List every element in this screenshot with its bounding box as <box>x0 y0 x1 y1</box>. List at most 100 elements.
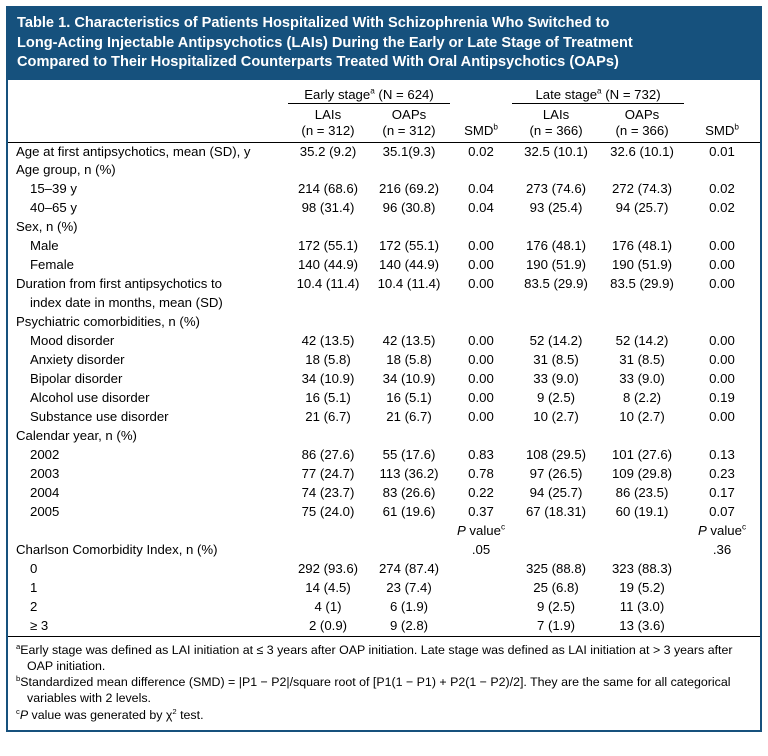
row-label: Age group, n (%) <box>16 162 116 178</box>
row-label: Charlson Comorbidity Index, n (%) <box>16 542 218 558</box>
table-row: 2005 75 (24.0) 61 (19.6) 0.37 67 (18.31) 60 (… <box>8 503 760 522</box>
table-cell <box>368 522 450 541</box>
table-cell <box>684 579 760 598</box>
row-label: 2 <box>30 599 38 615</box>
table-cell <box>288 218 368 237</box>
table-container: Table 1. Characteristics of Patients Hos… <box>6 6 762 732</box>
table-cell: 4 (1) <box>314 599 342 615</box>
table-row: Age group, n (%) <box>8 161 760 180</box>
col-header-sub: (n = 312) <box>382 123 436 139</box>
col-header-late-smd: SMDb <box>684 103 761 143</box>
col-header-label: SMDb <box>705 122 739 139</box>
table-header: Early stagea (N = 624) Late stagea (N = … <box>8 79 761 143</box>
table-cell <box>450 218 512 237</box>
table-cell: 0.37 <box>468 504 494 520</box>
table-cell: 96 (30.8) <box>382 200 436 216</box>
col-header-label: OAPs <box>624 106 660 122</box>
col-header-label: SMDb <box>464 122 498 139</box>
table-row: Sex, n (%) <box>8 218 760 237</box>
table-cell <box>684 161 760 180</box>
row-label: Age at first antipsychotics, mean (SD), … <box>16 143 251 159</box>
table-cell: 2 (0.9) <box>308 618 348 634</box>
table-cell <box>600 427 684 446</box>
table-row: P valuec P valuec <box>8 522 760 541</box>
table-cell: 0.07 <box>709 504 735 520</box>
table-cell: 176 (48.1) <box>611 238 673 254</box>
table-cell: 42 (13.5) <box>301 333 355 349</box>
table-cell: 108 (29.5) <box>525 447 587 463</box>
table-cell: 16 (5.1) <box>386 390 432 406</box>
table-row: Female 140 (44.9) 140 (44.9) 0.00 190 (51.9)… <box>8 256 760 275</box>
row-label: 1 <box>30 580 38 596</box>
table-cell: 0.00 <box>468 409 494 425</box>
footnote-b: bStandardized mean difference (SMD) = |P… <box>16 674 731 706</box>
table-cell: 0.02 <box>468 143 494 159</box>
table-cell: 0.83 <box>468 447 494 463</box>
table-cell: 292 (93.6) <box>297 561 359 577</box>
table-cell: 83.5 (29.9) <box>610 276 674 292</box>
table-cell: .05 <box>471 542 491 558</box>
table-cell <box>368 313 450 332</box>
table-cell <box>288 161 368 180</box>
col-header-sub: (n = 366) <box>615 123 669 139</box>
table-cell: 101 (27.6) <box>611 447 673 463</box>
table-cell: 323 (88.3) <box>611 561 673 577</box>
table-cell: 10 (2.7) <box>533 409 579 425</box>
table-cell: 34 (10.9) <box>301 371 355 387</box>
table-cell <box>512 313 600 332</box>
table-cell <box>368 218 450 237</box>
row-label: Anxiety disorder <box>30 352 125 368</box>
row-label: Sex, n (%) <box>16 219 78 235</box>
table-cell <box>450 598 512 617</box>
footnote-a: aEarly stage was defined as LAI initiati… <box>16 641 733 674</box>
table-cell: 176 (48.1) <box>525 238 587 254</box>
table-title-line2: Long-Acting Injectable Antipsychotics (L… <box>17 34 633 51</box>
table-cell: 14 (4.5) <box>305 580 351 596</box>
table-cell: 214 (68.6) <box>297 181 359 197</box>
table-cell: 140 (44.9) <box>297 257 359 273</box>
table-cell: 52 (14.2) <box>529 333 583 349</box>
row-label: Alcohol use disorder <box>30 390 150 406</box>
table-row: Bipolar disorder 34 (10.9) 34 (10.9) 0.00 33… <box>8 370 760 389</box>
table-cell: 94 (25.7) <box>615 200 669 216</box>
table-cell: 61 (19.6) <box>382 504 436 520</box>
table-cell <box>288 522 368 541</box>
table-row: 1 14 (4.5) 23 (7.4) 25 (6.8) 19 (5.2) <box>8 579 760 598</box>
table-cell: 9 (2.8) <box>389 618 429 634</box>
table-row: Charlson Comorbidity Index, n (%) .05 .36 <box>8 541 760 560</box>
table-cell <box>288 541 368 560</box>
table-cell: 0.78 <box>468 466 494 482</box>
table-title: Table 1. Characteristics of Patients Hos… <box>8 8 760 80</box>
row-label: ≥ 3 <box>30 618 49 634</box>
table-cell: 32.5 (10.1) <box>524 143 588 159</box>
table-cell: 93 (25.4) <box>529 200 583 216</box>
table-cell: 8 (2.2) <box>622 390 662 406</box>
row-label <box>8 522 288 541</box>
row-label: 2003 <box>30 466 60 482</box>
table-row: Substance use disorder 21 (6.7) 21 (6.7) 0.… <box>8 408 760 427</box>
table-cell <box>600 313 684 332</box>
table-cell: 0.13 <box>709 447 735 463</box>
table-cell <box>684 427 760 446</box>
table-cell: 33 (9.0) <box>619 371 665 387</box>
table-cell: 19 (5.2) <box>619 580 665 596</box>
table-cell <box>600 541 684 560</box>
table-cell: 0.22 <box>468 485 494 501</box>
table-cell: 216 (69.2) <box>378 181 440 197</box>
table-row: ≥ 3 2 (0.9) 9 (2.8) 7 (1.9) 13 (3.6) <box>8 617 760 636</box>
table-row: 2003 77 (24.7) 113 (36.2) 0.78 97 (26.5) 109 … <box>8 465 760 484</box>
table-cell: 16 (5.1) <box>305 390 351 406</box>
table-row: 2002 86 (27.6) 55 (17.6) 0.83 108 (29.5) 101 … <box>8 446 760 465</box>
table-cell: 0.00 <box>468 371 494 387</box>
table-cell: 83.5 (29.9) <box>524 276 588 292</box>
row-label: Male <box>30 238 59 254</box>
table-cell <box>512 161 600 180</box>
table-cell: 140 (44.9) <box>378 257 440 273</box>
table-cell: 31 (8.5) <box>533 352 579 368</box>
table-cell: 0.00 <box>468 390 494 406</box>
table-cell <box>368 161 450 180</box>
col-header-label: LAIs <box>542 106 570 122</box>
col-header-late-oaps: OAPs (n = 366) <box>600 103 685 143</box>
table-cell: 0.04 <box>468 181 494 197</box>
table-cell: 13 (3.6) <box>619 618 665 634</box>
